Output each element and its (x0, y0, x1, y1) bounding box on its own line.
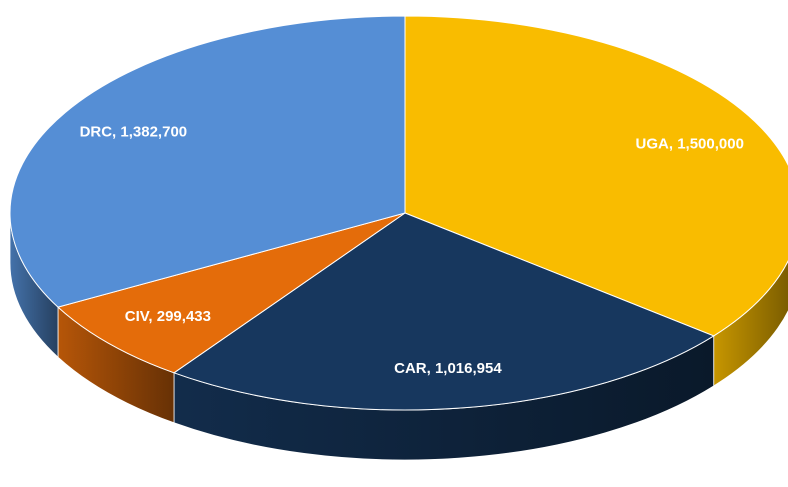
pie-slice (172, 212, 715, 411)
pie-slice (57, 212, 406, 374)
data-label: CIV, 299,433 (125, 308, 211, 325)
data-label: CAR, 1,016,954 (394, 360, 502, 377)
pie-slice (9, 15, 406, 308)
data-label: UGA, 1,500,000 (636, 136, 744, 153)
data-label: DRC, 1,382,700 (80, 123, 188, 140)
pie-slice (404, 15, 788, 337)
